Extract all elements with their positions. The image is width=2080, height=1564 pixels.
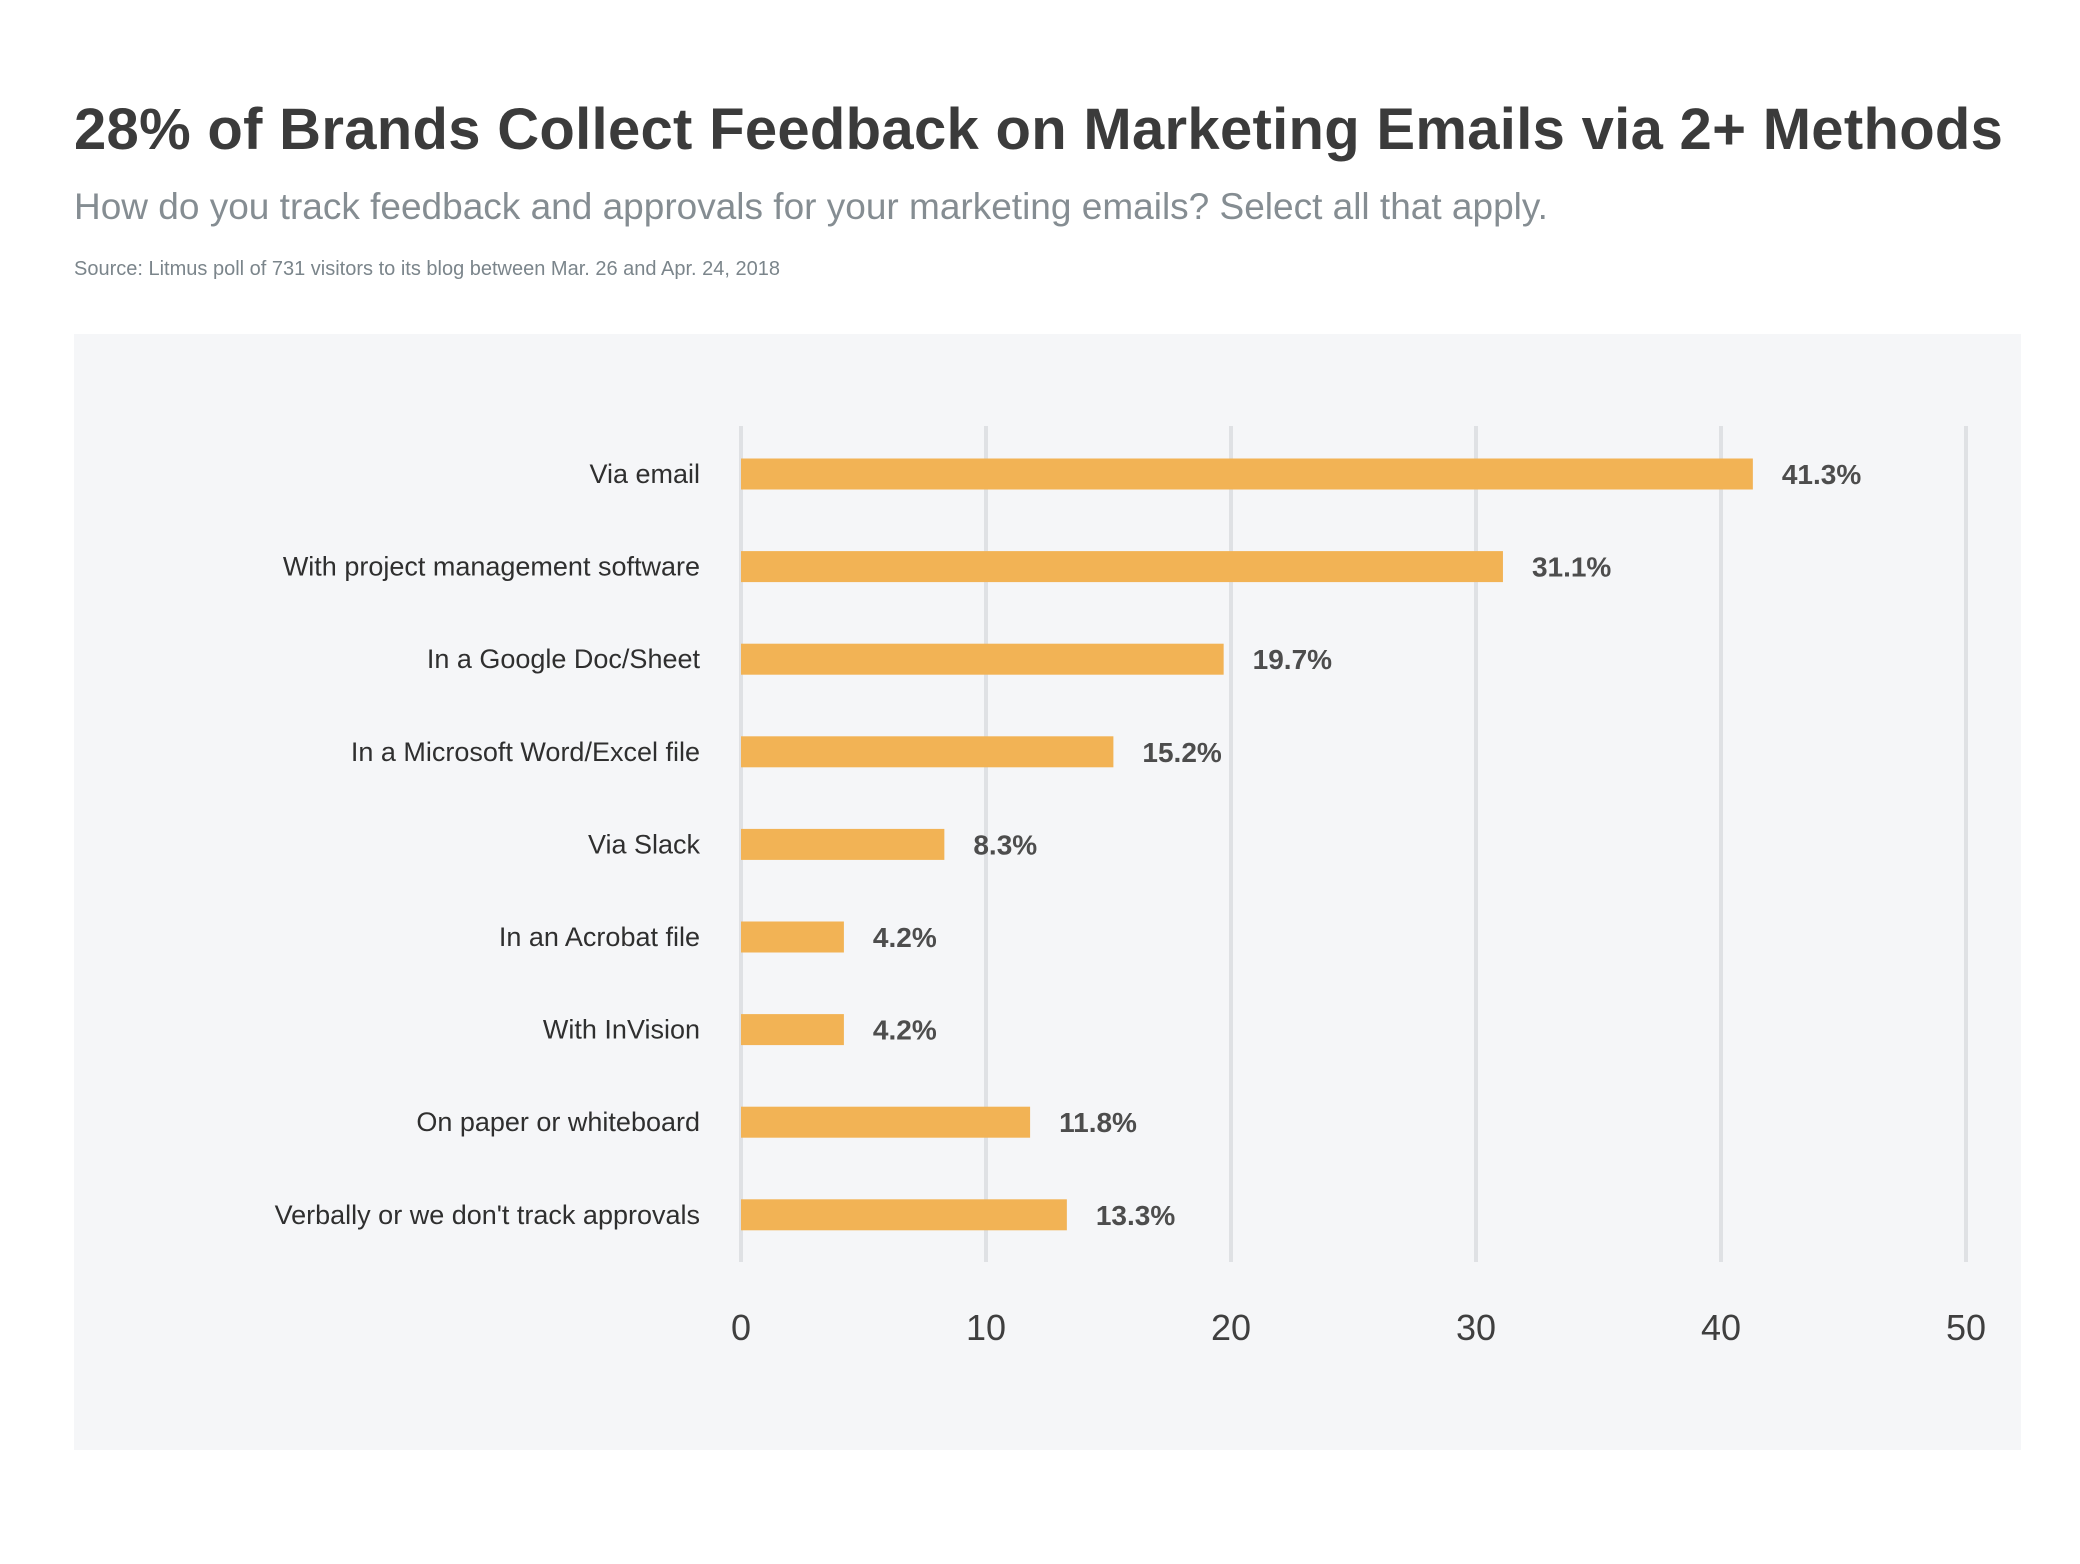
value-label: 13.3% xyxy=(1096,1200,1175,1231)
category-label: On paper or whiteboard xyxy=(416,1107,700,1137)
value-label: 11.8% xyxy=(1059,1107,1137,1138)
category-label: Via Slack xyxy=(588,829,701,859)
x-tick-label: 20 xyxy=(1211,1307,1251,1348)
bar xyxy=(741,736,1114,768)
bar xyxy=(741,458,1753,490)
value-label: 8.3% xyxy=(973,829,1037,860)
category-label: In a Google Doc/Sheet xyxy=(427,644,701,674)
value-label: 19.7% xyxy=(1253,644,1332,675)
bar-chart: Via email With project management softwar… xyxy=(275,426,1986,1348)
x-axis-tick-labels: 0 10 20 30 40 50 xyxy=(731,1307,1986,1348)
category-label: In a Microsoft Word/Excel file xyxy=(351,737,700,767)
x-tick-label: 0 xyxy=(731,1307,751,1348)
bar xyxy=(741,1199,1067,1231)
category-label: In an Acrobat file xyxy=(499,922,700,952)
x-tick-label: 40 xyxy=(1701,1307,1741,1348)
value-label: 31.1% xyxy=(1532,552,1611,583)
value-label: 4.2% xyxy=(873,922,937,953)
chart-source: Source: Litmus poll of 731 visitors to i… xyxy=(74,258,780,280)
bar xyxy=(741,1106,1031,1138)
category-label: With project management software xyxy=(283,552,700,582)
value-label: 15.2% xyxy=(1142,737,1221,768)
chart-panel: Via email With project management softwar… xyxy=(74,334,2021,1450)
bars xyxy=(741,458,1753,1231)
x-tick-label: 10 xyxy=(966,1307,1006,1348)
category-labels: Via email With project management softwar… xyxy=(275,459,701,1230)
bar xyxy=(741,921,844,953)
bar xyxy=(741,1014,844,1046)
value-label: 41.3% xyxy=(1782,459,1861,490)
category-label: With InVision xyxy=(543,1015,700,1045)
value-label: 4.2% xyxy=(873,1015,937,1046)
x-tick-label: 50 xyxy=(1946,1307,1986,1348)
bar xyxy=(741,828,945,860)
category-label: Via email xyxy=(589,459,700,489)
chart-subtitle: How do you track feedback and approvals … xyxy=(74,186,1548,227)
bar xyxy=(741,643,1224,675)
category-label: Verbally or we don't track approvals xyxy=(275,1200,700,1230)
chart-title: 28% of Brands Collect Feedback on Market… xyxy=(74,97,2004,162)
value-labels: 41.3% 31.1% 19.7% 15.2% 8.3% 4.2% 4.2% 11.8% 13.… xyxy=(873,459,1861,1231)
x-tick-label: 30 xyxy=(1456,1307,1496,1348)
bar xyxy=(741,551,1503,583)
